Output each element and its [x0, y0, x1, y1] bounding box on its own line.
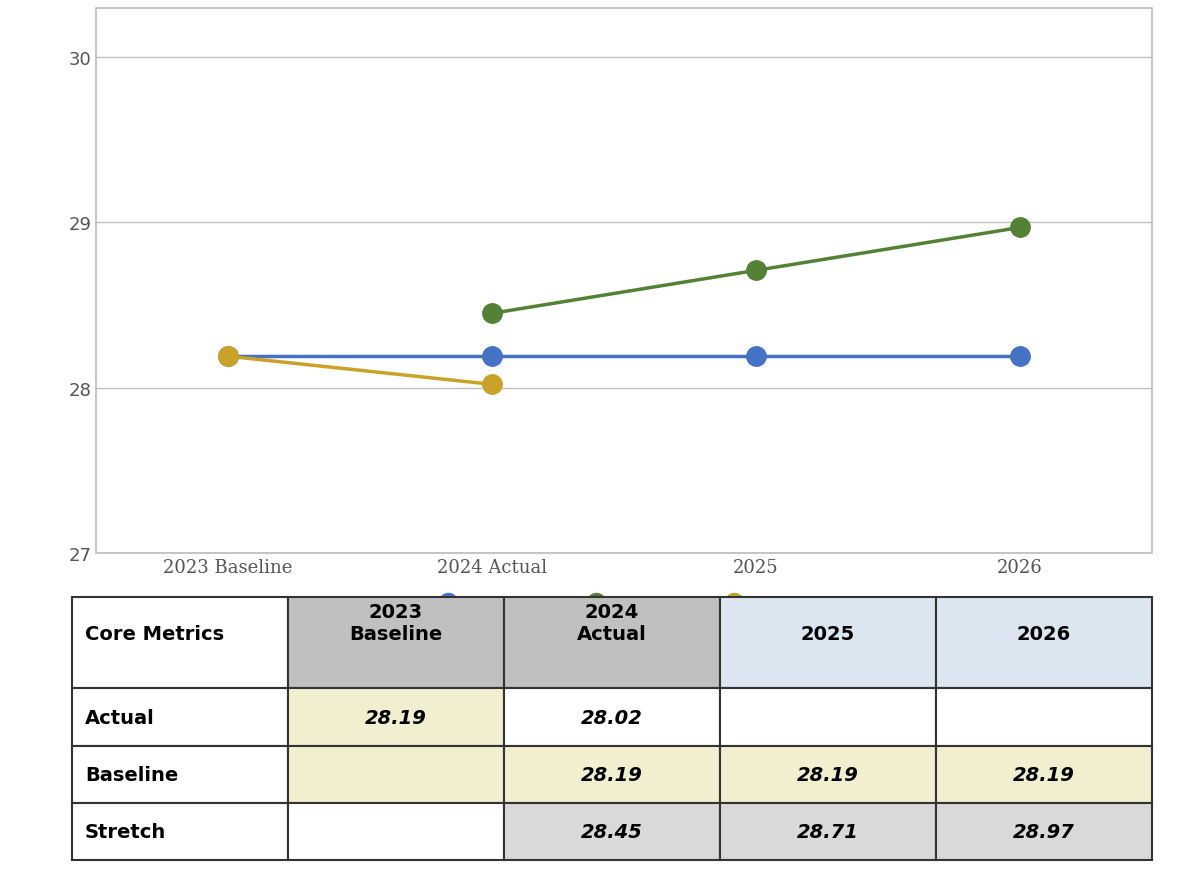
Bar	[96, 9, 1152, 553]
Legend: Baseline, Stretch, Actual: Baseline, Stretch, Actual	[422, 588, 826, 621]
